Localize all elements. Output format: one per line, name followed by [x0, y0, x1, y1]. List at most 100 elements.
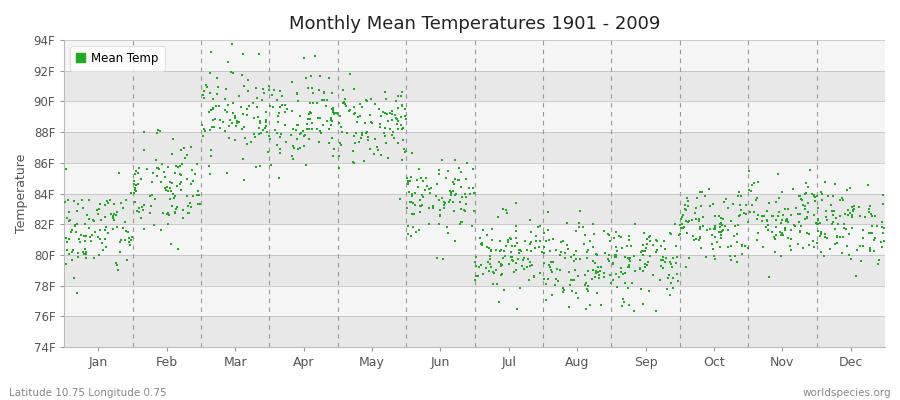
Point	[566, 277, 580, 284]
Point	[556, 288, 571, 295]
Point	[302, 111, 316, 117]
Point	[608, 254, 622, 260]
Point	[693, 224, 707, 230]
Point	[443, 196, 457, 203]
Point	[654, 243, 669, 249]
Point	[238, 134, 252, 141]
Point	[542, 237, 556, 243]
Point	[500, 237, 515, 243]
Point	[414, 174, 428, 181]
Point	[680, 203, 695, 210]
Point	[556, 238, 571, 244]
Point	[618, 254, 633, 260]
Point	[544, 267, 559, 273]
Point	[92, 206, 106, 213]
Point	[395, 89, 410, 96]
Point	[160, 210, 175, 217]
Point	[213, 117, 228, 123]
Point	[299, 75, 313, 82]
Point	[353, 112, 367, 119]
Point	[97, 226, 112, 233]
Point	[669, 220, 683, 227]
Point	[790, 210, 805, 217]
Point	[820, 234, 834, 241]
Point	[635, 301, 650, 307]
Point	[110, 208, 124, 215]
Point	[175, 146, 189, 153]
Point	[134, 215, 148, 222]
Point	[297, 55, 311, 61]
Point	[219, 86, 233, 92]
Point	[398, 112, 412, 119]
Point	[64, 229, 78, 235]
Point	[580, 255, 594, 261]
Point	[265, 92, 279, 98]
Point	[603, 272, 617, 278]
Point	[458, 191, 473, 198]
Point	[313, 73, 328, 80]
Point	[304, 85, 319, 91]
Point	[311, 138, 326, 145]
Point	[536, 275, 551, 282]
Point	[627, 252, 642, 259]
Point	[755, 218, 770, 225]
Point	[673, 221, 688, 228]
Point	[224, 69, 238, 76]
Point	[209, 102, 223, 109]
Point	[680, 219, 695, 226]
Point	[65, 249, 79, 255]
Point	[664, 231, 679, 238]
Point	[694, 245, 708, 251]
Point	[522, 263, 536, 269]
Point	[865, 230, 879, 237]
Point	[507, 268, 521, 275]
Point	[336, 86, 350, 93]
Point	[835, 234, 850, 241]
Point	[370, 144, 384, 150]
Point	[800, 209, 814, 216]
Point	[618, 280, 633, 286]
Point	[643, 238, 657, 244]
Point	[336, 100, 350, 106]
Point	[198, 128, 212, 134]
Point	[731, 193, 745, 199]
Point	[567, 276, 581, 283]
Point	[76, 232, 91, 239]
Point	[130, 208, 145, 215]
Point	[509, 200, 524, 206]
Bar	[64, 40, 885, 71]
Point	[560, 242, 574, 248]
Point	[437, 200, 452, 206]
Point	[546, 236, 561, 243]
Point	[70, 250, 85, 256]
Point	[317, 97, 331, 104]
Point	[637, 230, 652, 236]
Point	[110, 208, 124, 215]
Point	[739, 202, 753, 208]
Point	[734, 242, 749, 248]
Point	[161, 221, 176, 227]
Point	[225, 120, 239, 126]
Point	[468, 277, 482, 283]
Point	[483, 264, 498, 270]
Point	[78, 246, 93, 252]
Point	[589, 268, 603, 274]
Point	[338, 96, 352, 103]
Point	[400, 205, 414, 211]
Point	[279, 106, 293, 112]
Point	[378, 88, 392, 95]
Point	[98, 202, 112, 208]
Point	[858, 214, 872, 220]
Point	[169, 163, 184, 170]
Point	[608, 253, 623, 259]
Point	[794, 222, 808, 229]
Point	[165, 203, 179, 210]
Point	[801, 231, 815, 237]
Point	[293, 130, 308, 136]
Point	[499, 243, 513, 249]
Point	[204, 49, 219, 56]
Point	[297, 133, 311, 140]
Point	[104, 211, 118, 218]
Point	[622, 237, 636, 244]
Point	[721, 226, 735, 233]
